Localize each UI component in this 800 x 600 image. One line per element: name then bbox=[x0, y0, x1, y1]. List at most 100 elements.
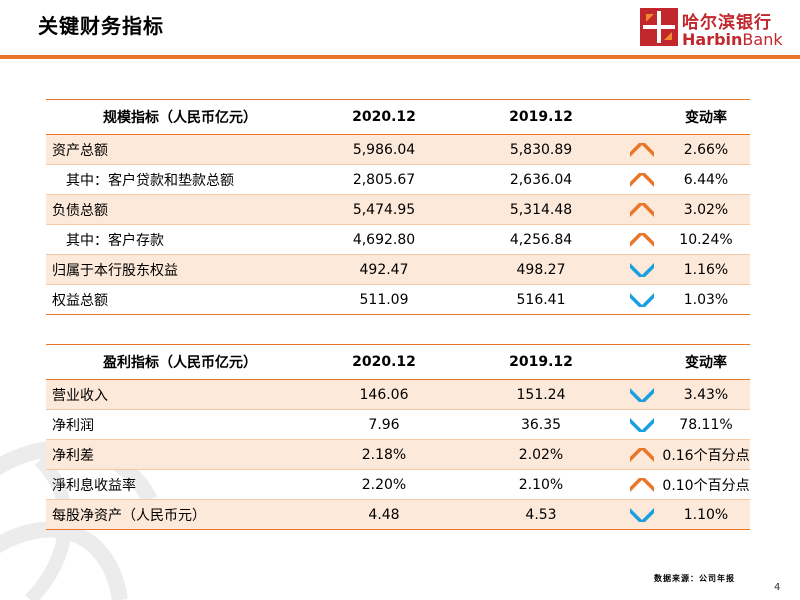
table-row: 负债总额 5,474.95 5,314.48 3.02% bbox=[46, 194, 750, 225]
page-title: 关键财务指标 bbox=[38, 14, 164, 38]
table-row: 每股净资产（人民币元） 4.48 4.53 1.10% bbox=[46, 499, 750, 530]
table-row: 资产总额 5,986.04 5,830.89 2.66% bbox=[46, 134, 750, 165]
row-label: 负债总额 bbox=[52, 202, 108, 219]
column-header: 变动率 bbox=[685, 110, 727, 126]
table-row: 归属于本行股东权益 492.47 498.27 1.16% bbox=[46, 254, 750, 285]
value-2019: 2,636.04 bbox=[509, 171, 573, 188]
value-2019: 516.41 bbox=[516, 291, 566, 308]
value-2020: 7.96 bbox=[368, 416, 400, 433]
row-label: 净利润 bbox=[52, 417, 94, 434]
increase-arrow-icon bbox=[630, 202, 654, 217]
value-2020: 4,692.80 bbox=[352, 231, 416, 248]
row-label: 净利差 bbox=[52, 447, 94, 464]
decrease-arrow-icon bbox=[630, 387, 654, 402]
header-divider bbox=[0, 55, 800, 59]
trend-cell bbox=[622, 410, 662, 440]
value-2020: 511.09 bbox=[359, 291, 409, 308]
table-row: 其中：客户存款 4,692.80 4,256.84 10.24% bbox=[46, 225, 750, 255]
value-2019: 36.35 bbox=[520, 416, 562, 433]
increase-arrow-icon bbox=[630, 142, 654, 157]
change-rate: 3.43% bbox=[683, 386, 729, 403]
change-rate: 1.16% bbox=[683, 261, 729, 278]
increase-arrow-icon bbox=[630, 447, 654, 462]
value-2019: 4.53 bbox=[525, 506, 557, 523]
change-rate: 2.66% bbox=[683, 141, 729, 158]
trend-cell bbox=[622, 500, 662, 530]
value-2020: 5,474.95 bbox=[352, 201, 416, 218]
value-2019: 2.02% bbox=[518, 446, 564, 463]
trend-cell bbox=[622, 380, 662, 410]
decrease-arrow-icon bbox=[630, 292, 654, 307]
bank-logo-icon bbox=[640, 8, 678, 46]
row-label: 其中：客户贷款和垫款总额 bbox=[66, 172, 234, 189]
row-label: 归属于本行股东权益 bbox=[52, 262, 178, 279]
row-label: 营业收入 bbox=[52, 387, 108, 404]
increase-arrow-icon bbox=[630, 172, 654, 187]
table-row: 其中：客户贷款和垫款总额 2,805.67 2,636.04 6.44% bbox=[46, 165, 750, 195]
table-row: 淨利息收益率 2.20% 2.10% 0.10个百分点 bbox=[46, 470, 750, 500]
trend-cell bbox=[622, 470, 662, 500]
row-label: 每股净资产（人民币元） bbox=[52, 507, 206, 524]
trend-cell bbox=[622, 225, 662, 255]
column-header: 2019.12 bbox=[509, 354, 573, 370]
value-2020: 4.48 bbox=[368, 506, 400, 523]
column-header: 2020.12 bbox=[352, 109, 416, 125]
profit-indicators-table: 盈利指标（人民币亿元） 2020.12 2019.12 变动率 营业收入 146.… bbox=[46, 344, 750, 530]
table-row: 净利润 7.96 36.35 78.11% bbox=[46, 410, 750, 440]
logo-english-name: HarbinBank bbox=[682, 30, 783, 49]
value-2019: 5,830.89 bbox=[509, 141, 573, 158]
decrease-arrow-icon bbox=[630, 417, 654, 432]
decrease-arrow-icon bbox=[630, 262, 654, 277]
value-2019: 2.10% bbox=[518, 476, 564, 493]
value-2019: 498.27 bbox=[516, 261, 566, 278]
page-number: 4 bbox=[774, 582, 781, 593]
change-rate: 6.44% bbox=[683, 171, 729, 188]
background-logo-watermark bbox=[0, 439, 158, 600]
increase-arrow-icon bbox=[630, 232, 654, 247]
row-label: 其中：客户存款 bbox=[66, 232, 164, 249]
trend-cell bbox=[622, 165, 662, 195]
value-2020: 2,805.67 bbox=[352, 171, 416, 188]
value-2020: 5,986.04 bbox=[352, 141, 416, 158]
increase-arrow-icon bbox=[630, 477, 654, 492]
trend-cell bbox=[622, 195, 662, 225]
change-rate: 3.02% bbox=[683, 201, 729, 218]
change-rate: 0.16个百分点 bbox=[662, 447, 750, 464]
table-header-row: 盈利指标（人民币亿元） 2020.12 2019.12 变动率 bbox=[46, 344, 750, 380]
value-2020: 2.18% bbox=[361, 446, 407, 463]
trend-cell bbox=[622, 440, 662, 470]
value-2019: 4,256.84 bbox=[509, 231, 573, 248]
column-header bbox=[622, 100, 662, 135]
logo-chinese-name: 哈尔滨银行 bbox=[682, 13, 772, 33]
row-label: 权益总额 bbox=[52, 292, 108, 309]
decrease-arrow-icon bbox=[630, 507, 654, 522]
table-header-row: 规模指标（人民币亿元） 2020.12 2019.12 变动率 bbox=[46, 99, 750, 135]
table-row: 净利差 2.18% 2.02% 0.16个百分点 bbox=[46, 439, 750, 470]
change-rate: 78.11% bbox=[679, 416, 733, 433]
value-2020: 2.20% bbox=[361, 476, 407, 493]
table-row: 营业收入 146.06 151.24 3.43% bbox=[46, 379, 750, 410]
change-rate: 0.10个百分点 bbox=[662, 477, 750, 494]
row-label: 淨利息收益率 bbox=[52, 477, 136, 494]
change-rate: 1.10% bbox=[683, 506, 729, 523]
data-source-note: 数据来源：公司年报 bbox=[654, 574, 735, 583]
column-header: 变动率 bbox=[685, 355, 727, 371]
trend-cell bbox=[622, 285, 662, 315]
scale-indicators-table: 规模指标（人民币亿元） 2020.12 2019.12 变动率 资产总额 5,98… bbox=[46, 99, 750, 315]
value-2019: 5,314.48 bbox=[509, 201, 573, 218]
change-rate: 1.03% bbox=[683, 291, 729, 308]
trend-cell bbox=[622, 135, 662, 165]
harbin-bank-logo: 哈尔滨银行 HarbinBank bbox=[640, 6, 800, 50]
change-rate: 10.24% bbox=[679, 231, 733, 248]
column-header bbox=[622, 345, 662, 380]
trend-cell bbox=[622, 255, 662, 285]
row-label: 资产总额 bbox=[52, 142, 108, 159]
column-header: 2020.12 bbox=[352, 354, 416, 370]
value-2019: 151.24 bbox=[516, 386, 566, 403]
value-2020: 146.06 bbox=[359, 386, 409, 403]
column-header: 2019.12 bbox=[509, 109, 573, 125]
table-row: 权益总额 511.09 516.41 1.03% bbox=[46, 285, 750, 315]
column-header: 规模指标（人民币亿元） bbox=[103, 110, 257, 126]
value-2020: 492.47 bbox=[359, 261, 409, 278]
column-header: 盈利指标（人民币亿元） bbox=[103, 355, 257, 371]
